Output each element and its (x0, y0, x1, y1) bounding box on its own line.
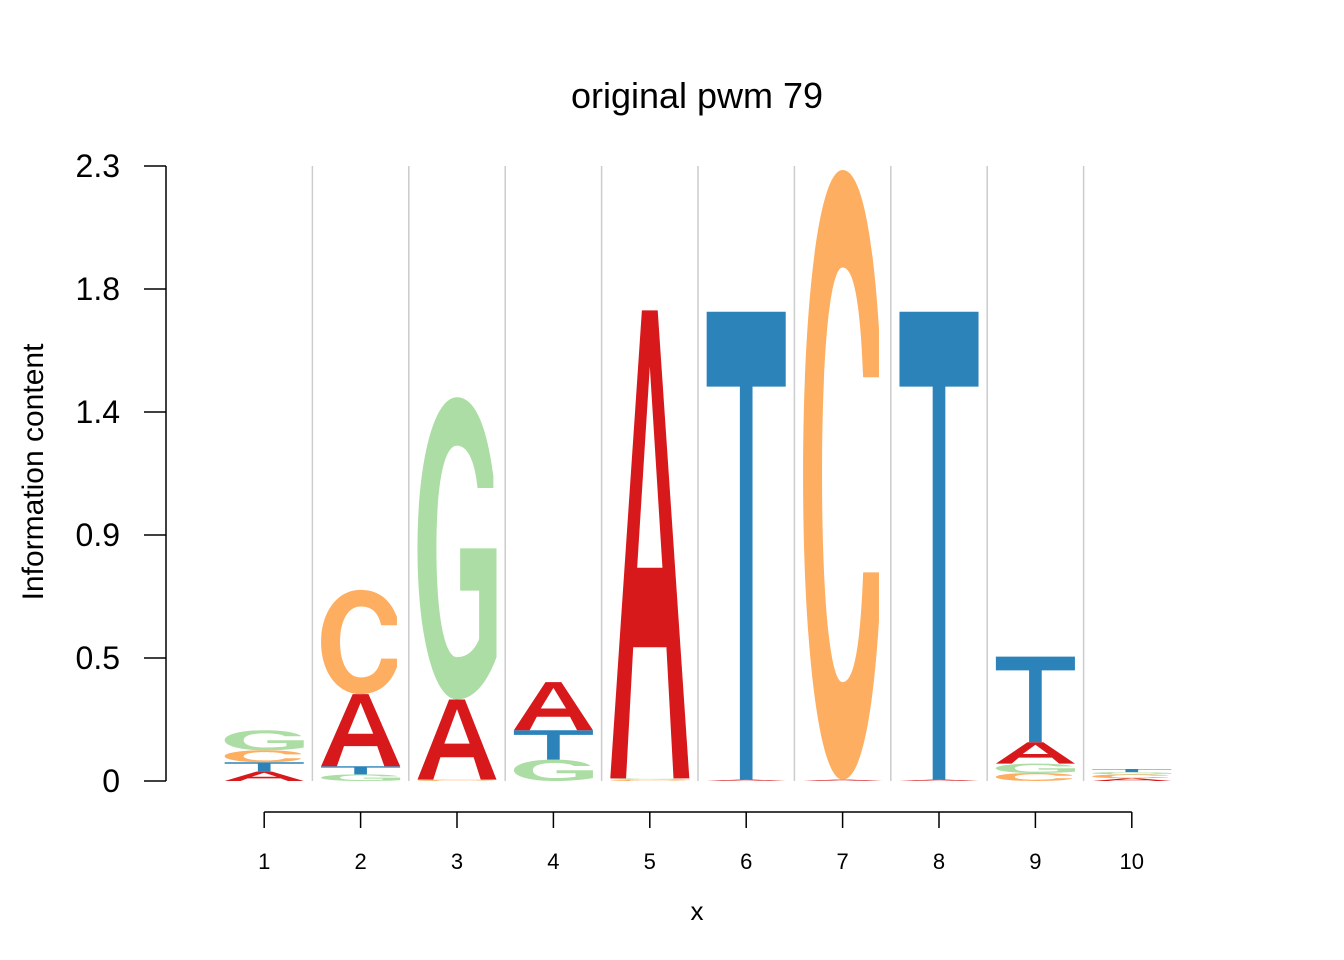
stack-position-9 (995, 656, 1075, 781)
y-tick-label: 1.8 (76, 271, 120, 307)
x-tick-label: 1 (258, 849, 270, 874)
letter-stacks (224, 170, 1172, 781)
x-tick-label: 2 (354, 849, 366, 874)
x-tick-label: 10 (1120, 849, 1144, 874)
letter-A (1092, 778, 1172, 781)
x-tick-label: 7 (836, 849, 848, 874)
stack-position-8 (899, 311, 979, 781)
letter-C (417, 779, 494, 781)
y-axis-label: Information content (17, 343, 50, 600)
letter-T (513, 730, 593, 760)
y-axis: 0 0.5 0.9 1.4 1.8 2.3 (76, 148, 167, 799)
stack-position-1 (224, 730, 304, 781)
letter-G (321, 774, 401, 781)
grid-lines (311, 166, 1085, 781)
letter-A (803, 779, 883, 781)
letter-G (610, 778, 690, 780)
letter-A (610, 310, 690, 779)
letter-G (224, 730, 304, 751)
letter-A (706, 779, 786, 781)
chart-title: original pwm 79 (571, 75, 823, 116)
letter-A (417, 699, 497, 780)
letter-G (1092, 772, 1172, 775)
letter-A (899, 779, 979, 781)
stack-position-6 (706, 311, 786, 781)
letter-C (610, 779, 687, 781)
letter-G (417, 397, 497, 700)
letter-G (513, 759, 593, 781)
stack-position-5 (610, 310, 690, 781)
y-tick-label: 0.9 (76, 517, 120, 553)
stack-position-10 (1092, 768, 1172, 781)
letter-C (321, 589, 397, 695)
y-tick-label: 0 (102, 763, 120, 799)
letter-T (899, 311, 979, 780)
x-tick-label: 9 (1029, 849, 1041, 874)
letter-A (224, 771, 304, 781)
stack-position-3 (417, 397, 497, 781)
stack-position-4 (513, 682, 593, 781)
x-tick-label: 8 (933, 849, 945, 874)
y-tick-label: 2.3 (76, 148, 120, 184)
letter-A (995, 742, 1075, 764)
x-axis-label: x (691, 896, 704, 926)
x-tick-label: 6 (740, 849, 752, 874)
stack-position-2 (321, 589, 401, 781)
x-tick-label: 4 (547, 849, 559, 874)
x-tick-label: 5 (644, 849, 656, 874)
letter-A (321, 694, 401, 767)
letter-T (706, 311, 786, 780)
x-tick-label: 3 (451, 849, 463, 874)
y-tick-label: 0.5 (76, 640, 120, 676)
y-tick-label: 1.4 (76, 394, 120, 430)
stack-position-7 (803, 170, 883, 781)
letter-C (224, 750, 301, 763)
letter-G (995, 763, 1075, 773)
letter-C (1092, 774, 1169, 779)
letter-A (513, 682, 593, 731)
letter-T (321, 766, 401, 775)
letter-T (1092, 768, 1172, 773)
letter-C (803, 170, 879, 780)
letter-T (995, 656, 1075, 743)
letter-T (224, 762, 304, 772)
letter-C (995, 772, 1072, 781)
x-axis: 1 2 3 4 5 6 7 8 9 10 (258, 811, 1144, 874)
